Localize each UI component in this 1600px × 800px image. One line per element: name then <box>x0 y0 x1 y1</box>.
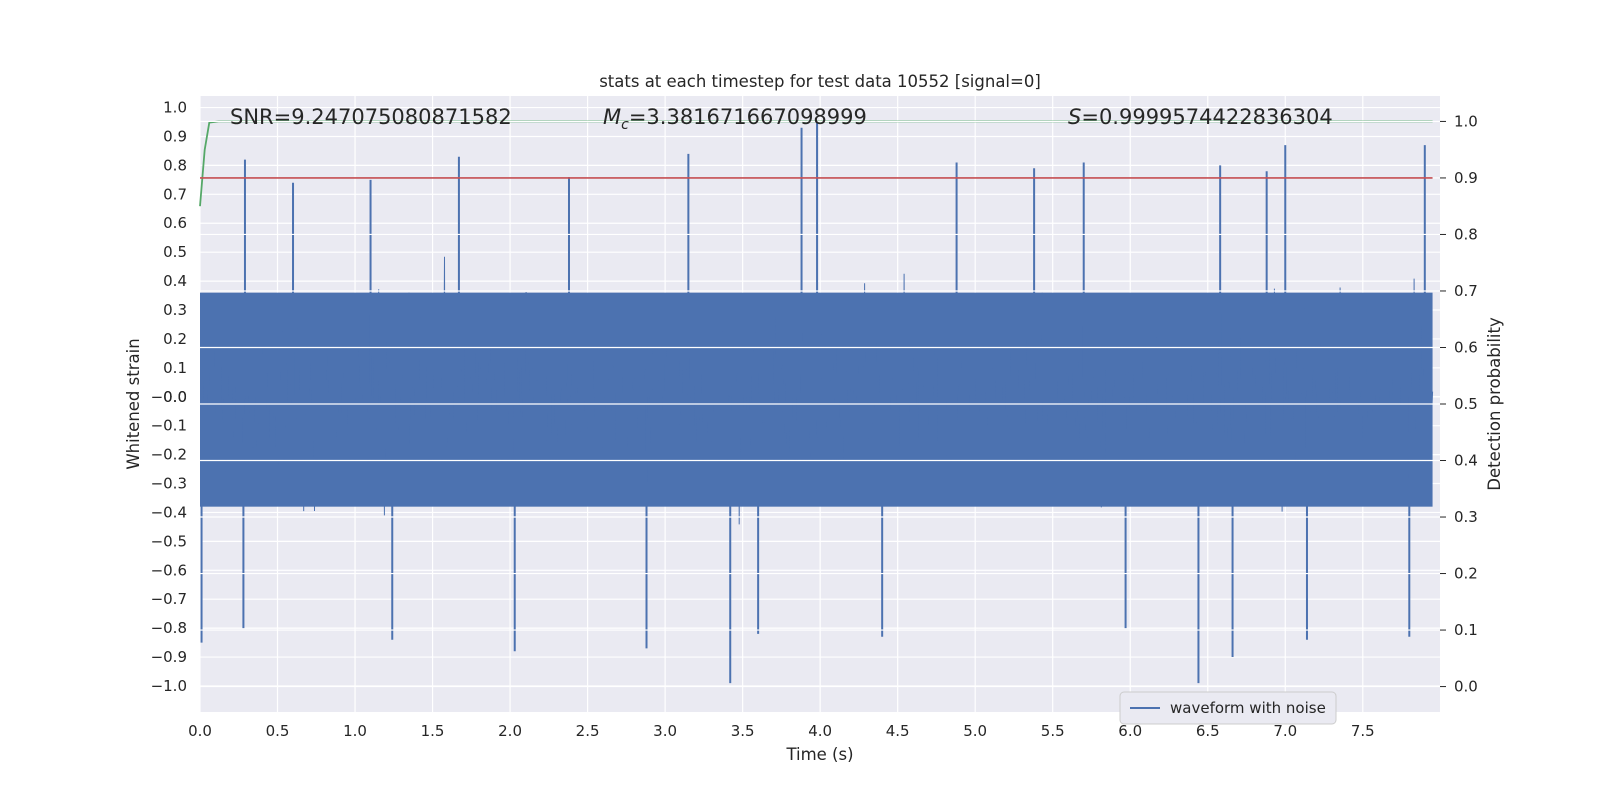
x-tick-label: 0.5 <box>266 722 290 740</box>
y-left-tick-label: −0.7 <box>151 590 187 608</box>
waveform-line <box>200 256 1434 525</box>
annotations: SNR=9.247075080871582 Mc=3.3816716670989… <box>230 105 1333 133</box>
y-left-tick-label: 0.9 <box>163 127 187 145</box>
y-right-tick-label: 0.4 <box>1454 452 1478 470</box>
significance-symbol: S <box>1068 105 1081 129</box>
y-left-tick-label: 0.7 <box>163 185 187 203</box>
x-tick-label: 2.0 <box>498 722 522 740</box>
y-right-tick-label: 0.7 <box>1454 282 1478 300</box>
y-left-tick-label: −0.3 <box>151 475 187 493</box>
y-left-tick-label: −0.4 <box>151 503 187 521</box>
chirp-mass-symbol: M <box>603 105 621 129</box>
y-left-tick-label: −0.5 <box>151 532 187 550</box>
x-tick-label: 3.5 <box>731 722 755 740</box>
x-tick-label: 5.0 <box>963 722 987 740</box>
y-right-tick-label: 0.1 <box>1454 621 1478 639</box>
chirp-mass-value: =3.381671667098999 <box>629 105 867 129</box>
legend-box <box>1119 691 1337 725</box>
y-left-tick-label: −0.2 <box>151 446 187 464</box>
x-tick-label: 7.5 <box>1351 722 1375 740</box>
y-right-tick-label: 0.0 <box>1454 678 1478 696</box>
x-tick-label: 1.5 <box>421 722 445 740</box>
y-left-tick-label: −0.8 <box>151 619 187 637</box>
y-right-tick-label: 0.9 <box>1454 169 1478 187</box>
threshold-series <box>200 120 1440 688</box>
y-left-tick-label: −1.0 <box>151 677 187 695</box>
y-left-tick-label: −0.6 <box>151 561 187 579</box>
y-left-tick-label: 0.0 <box>163 388 187 406</box>
y-right-tick-label: 0.8 <box>1454 225 1478 243</box>
y-left-tick-label: 0.1 <box>163 359 187 377</box>
x-tick-label: 6.0 <box>1118 722 1142 740</box>
x-tick-label: 1.0 <box>343 722 367 740</box>
x-axis-ticks: 0.0 0.5 1.0 1.5 2.0 2.5 3.0 3.5 4.0 4.5 5.0 5.5 6.0 6… <box>188 722 1375 740</box>
y-left-tick-label: −0.9 <box>151 648 187 666</box>
y-right-tick-label: 0.5 <box>1454 395 1478 413</box>
y-left-tick-label: 0.2 <box>163 330 187 348</box>
x-tick-label: 4.5 <box>886 722 910 740</box>
x-tick-label: 2.5 <box>576 722 600 740</box>
significance-value: =0.9999574422836304 <box>1081 105 1332 129</box>
y-left-tick-label: 0.6 <box>163 214 187 232</box>
y-right-tick-label: 0.2 <box>1454 565 1478 583</box>
y-right-axis-ticks: 1.0 0.9 0.8 0.7 0.6 0.5 0.4 0.3 0.2 0.1 0.0 <box>1440 112 1478 696</box>
x-tick-label: 3.0 <box>653 722 677 740</box>
snr-annotation: SNR=9.247075080871582 <box>230 105 512 129</box>
y-left-axis-ticks: 1.0 0.9 0.8 0.7 0.6 0.5 0.4 0.3 0.2 0.1 0.0−0.0 −0.… <box>151 99 187 695</box>
chart-title: stats at each timestep for test data 105… <box>599 72 1041 91</box>
legend: waveform with noise <box>1119 691 1337 725</box>
y-left-tick-label: 0.5 <box>163 243 187 261</box>
y-right-tick-label: 0.6 <box>1454 338 1478 356</box>
chirp-mass-subscript: c <box>621 117 629 133</box>
x-tick-label: 5.5 <box>1041 722 1065 740</box>
y-left-tick-label: 0.4 <box>163 272 187 290</box>
x-tick-label: 6.5 <box>1196 722 1220 740</box>
y-left-tick-label: −0.0 <box>151 388 187 406</box>
x-tick-label: 7.0 <box>1273 722 1297 740</box>
y-left-tick-label: 0.3 <box>163 301 187 319</box>
legend-label: waveform with noise <box>1170 699 1326 717</box>
y-left-tick-label: 1.0 <box>163 99 187 117</box>
chirp-mass-annotation: Mc=3.381671667098999 <box>603 105 867 133</box>
y-left-axis-label: Whitened strain <box>124 338 143 469</box>
y-left-tick-label: 0.8 <box>163 156 187 174</box>
waveform-series <box>200 122 1434 684</box>
significance-annotation: S=0.9999574422836304 <box>1068 105 1333 129</box>
x-tick-label: 4.0 <box>808 722 832 740</box>
x-tick-label: 0.0 <box>188 722 212 740</box>
y-right-tick-label: 0.3 <box>1454 508 1478 526</box>
x-axis-label: Time (s) <box>785 745 853 764</box>
y-left-tick-label: −0.1 <box>151 417 187 435</box>
y-right-axis-label: Detection probability <box>1485 317 1504 491</box>
y-right-tick-label: 1.0 <box>1454 112 1478 130</box>
